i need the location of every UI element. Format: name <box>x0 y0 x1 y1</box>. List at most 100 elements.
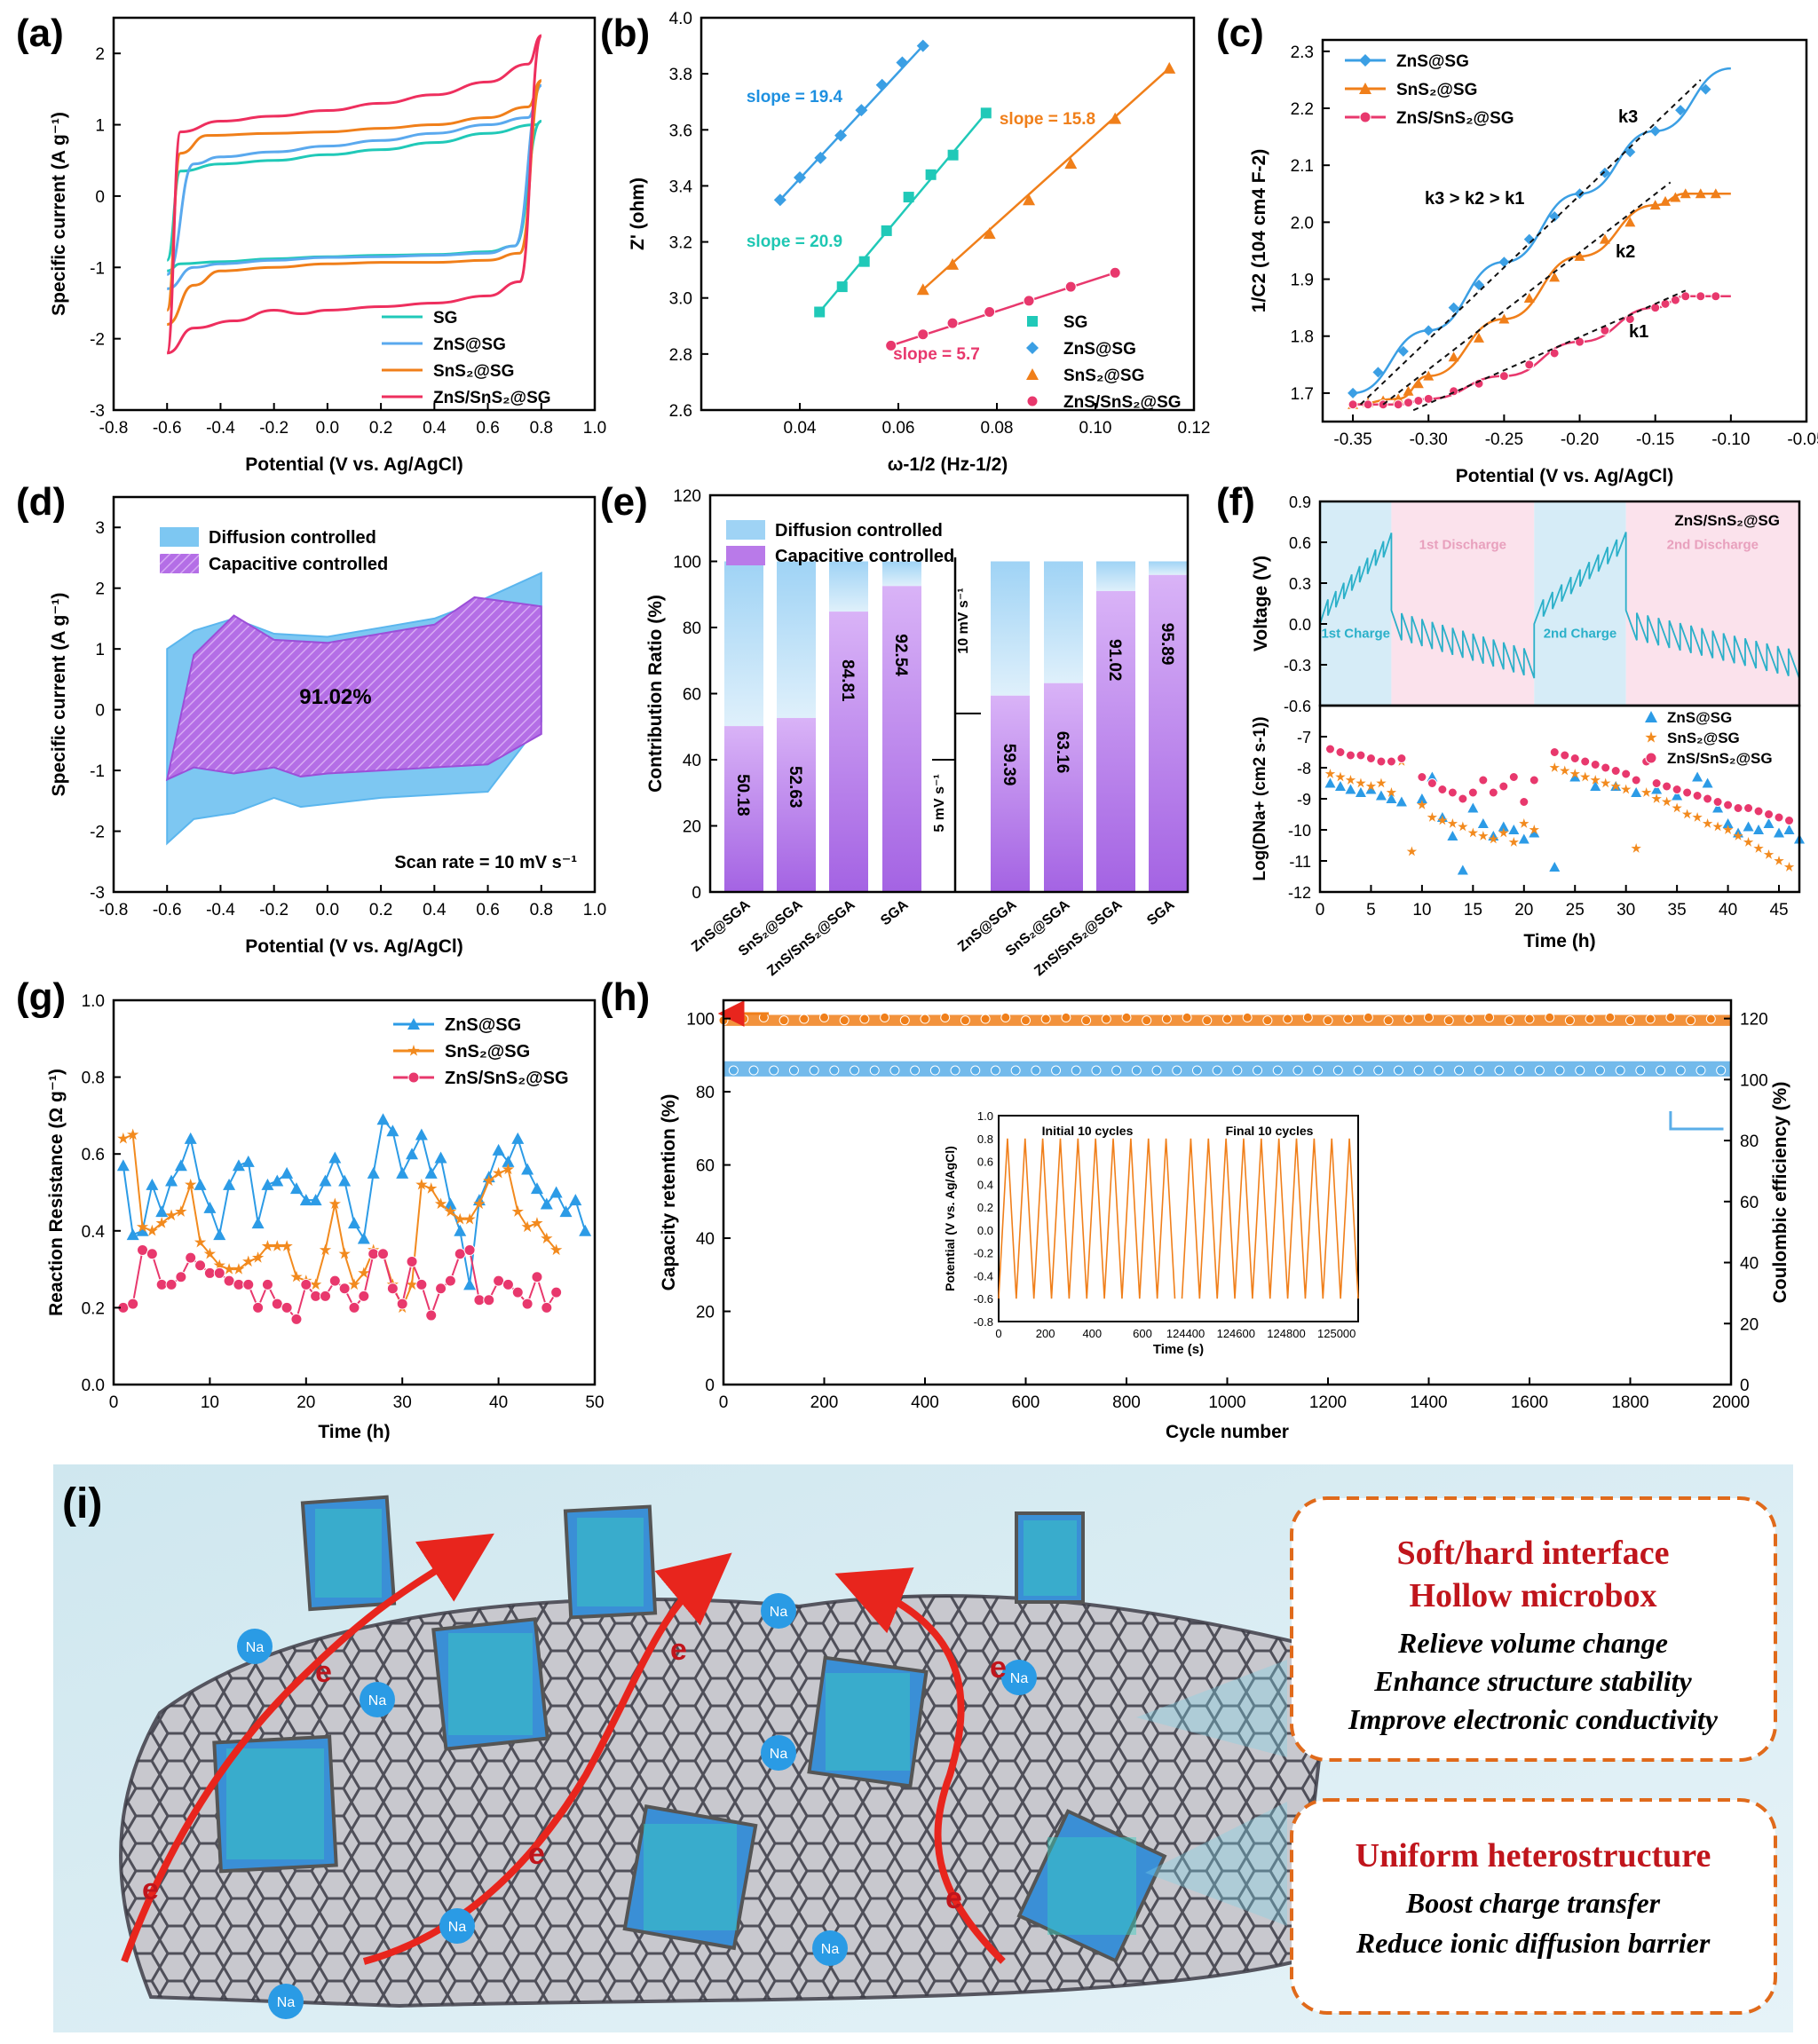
capacitive-area <box>165 596 542 782</box>
x-tick-label: -0.8 <box>99 901 129 919</box>
capacity-point <box>819 1012 829 1022</box>
legend-label: SnS₂@SG <box>1667 730 1740 746</box>
legend-swatch <box>160 554 199 573</box>
diffusion-point <box>1631 787 1642 797</box>
data-point <box>473 1197 486 1210</box>
bar-value-label: 50.18 <box>733 774 752 817</box>
region-band <box>1625 501 1799 706</box>
data-point <box>917 328 929 341</box>
capacitive-bar <box>1096 590 1135 892</box>
svg-text:Na: Na <box>770 1747 788 1762</box>
diffusion-point <box>1375 790 1387 801</box>
diffusion-point <box>1763 849 1775 859</box>
diffusion-bar <box>829 561 868 612</box>
data-point <box>261 1178 274 1190</box>
data-point <box>773 193 786 207</box>
data-point <box>281 1240 293 1251</box>
data-point <box>425 1309 438 1322</box>
capacity-point <box>799 1014 810 1024</box>
diffusion-point <box>1712 802 1724 813</box>
data-point <box>328 1197 341 1210</box>
x-tick-label: -0.20 <box>1561 430 1599 449</box>
legend-label: Diffusion controlled <box>209 528 376 548</box>
data-point <box>916 283 929 296</box>
diffusion-point <box>1335 771 1346 782</box>
capacity-point <box>1564 1015 1575 1026</box>
data-point <box>493 1275 505 1287</box>
x-tick-label: 0.4 <box>423 419 447 438</box>
diffusion-point <box>1733 803 1743 813</box>
na-ion: Na <box>268 1984 304 2019</box>
y-axis-label-left: Capacity retention (%) <box>659 1094 679 1291</box>
data-point <box>1109 112 1122 124</box>
data-point <box>492 1166 505 1179</box>
efficiency-point <box>1091 1065 1102 1076</box>
callout-box-2 <box>1290 1798 1777 2015</box>
data-point <box>541 1232 553 1244</box>
x-axis-label: Potential (V vs. Ag/AgCl) <box>245 936 462 957</box>
group-label: 10 mV s⁻¹ <box>956 588 971 653</box>
x-tick-label: 45 <box>1769 901 1788 919</box>
efficiency-point <box>1232 1065 1243 1076</box>
diffusion-point <box>1365 754 1376 763</box>
legend-marker <box>1026 395 1039 407</box>
panel-c-chart: -0.35 -0.30 -0.25 -0.20 -0.15 -0.10 -0.05 1.7 1.… <box>1249 38 1818 486</box>
efficiency-point <box>850 1065 860 1076</box>
legend-label: SG <box>1063 313 1087 332</box>
y-tick-label: 3.4 <box>669 178 693 196</box>
capacity-point <box>1645 1014 1656 1024</box>
x-tick-label: 1.0 <box>583 419 606 438</box>
diffusion-point <box>1437 815 1448 825</box>
diffusion-point <box>1640 787 1652 797</box>
legend-label: ZnS@SG <box>1396 52 1469 71</box>
region-label: 2nd Discharge <box>1667 538 1759 553</box>
x-tick-label: 1.0 <box>583 901 606 919</box>
inset-y-tick-label: 1.0 <box>977 1109 993 1123</box>
efficiency-point <box>1615 1065 1625 1076</box>
y-tick-label: 120 <box>673 487 701 506</box>
data-point <box>319 1243 332 1256</box>
scan-rate-note: Scan rate = 10 mV s⁻¹ <box>394 853 577 872</box>
diffusion-point <box>1763 818 1775 828</box>
series-line <box>123 1133 557 1310</box>
data-point <box>368 1248 380 1260</box>
data-point <box>444 1205 457 1217</box>
data-point <box>357 1232 370 1244</box>
x-tick-label: 0 <box>1316 901 1325 919</box>
capacity-point <box>1242 1012 1253 1022</box>
capacity-point <box>779 1015 789 1026</box>
callout-beam <box>1145 1802 1287 1926</box>
cv-curve-upper <box>165 34 542 355</box>
legend-marker <box>1359 83 1371 94</box>
data-point <box>1423 393 1434 404</box>
data-point <box>834 129 848 142</box>
microbox-cube <box>622 1803 758 1951</box>
x-tick-label: -0.4 <box>206 419 235 438</box>
capacity-point <box>1142 1015 1152 1026</box>
diffusion-point <box>1621 769 1632 779</box>
y-axis-label: Specific current (A g⁻¹) <box>49 112 69 316</box>
capacity-point <box>859 1014 870 1024</box>
na-ion: Na <box>360 1682 395 1717</box>
diffusion-point <box>1508 837 1520 847</box>
bar-value-label: 63.16 <box>1053 731 1071 774</box>
y-tick-label: 0 <box>705 1377 715 1395</box>
data-point <box>425 1182 438 1194</box>
y-axis-label: Reaction Resistance (Ω g⁻¹) <box>46 1069 67 1316</box>
data-point <box>492 1143 505 1156</box>
data-point <box>155 1205 169 1218</box>
y-tick-label: 0 <box>95 702 105 721</box>
data-point <box>367 1166 380 1179</box>
legend-label: ZnS/SnS₂@SG <box>1063 393 1182 412</box>
voltage-trace <box>1319 532 1800 679</box>
data-point <box>1695 188 1706 199</box>
y-tick-label: 60 <box>1740 1194 1759 1212</box>
diffusion-point <box>1692 812 1703 822</box>
y-tick-label: -1 <box>90 259 105 278</box>
diffusion-point <box>1356 777 1366 788</box>
data-point <box>1574 188 1585 200</box>
data-point <box>175 1205 187 1217</box>
y-tick-label: 0 <box>1740 1377 1750 1395</box>
y-tick-label: 3.2 <box>669 234 692 253</box>
capacity-point <box>880 1012 890 1022</box>
